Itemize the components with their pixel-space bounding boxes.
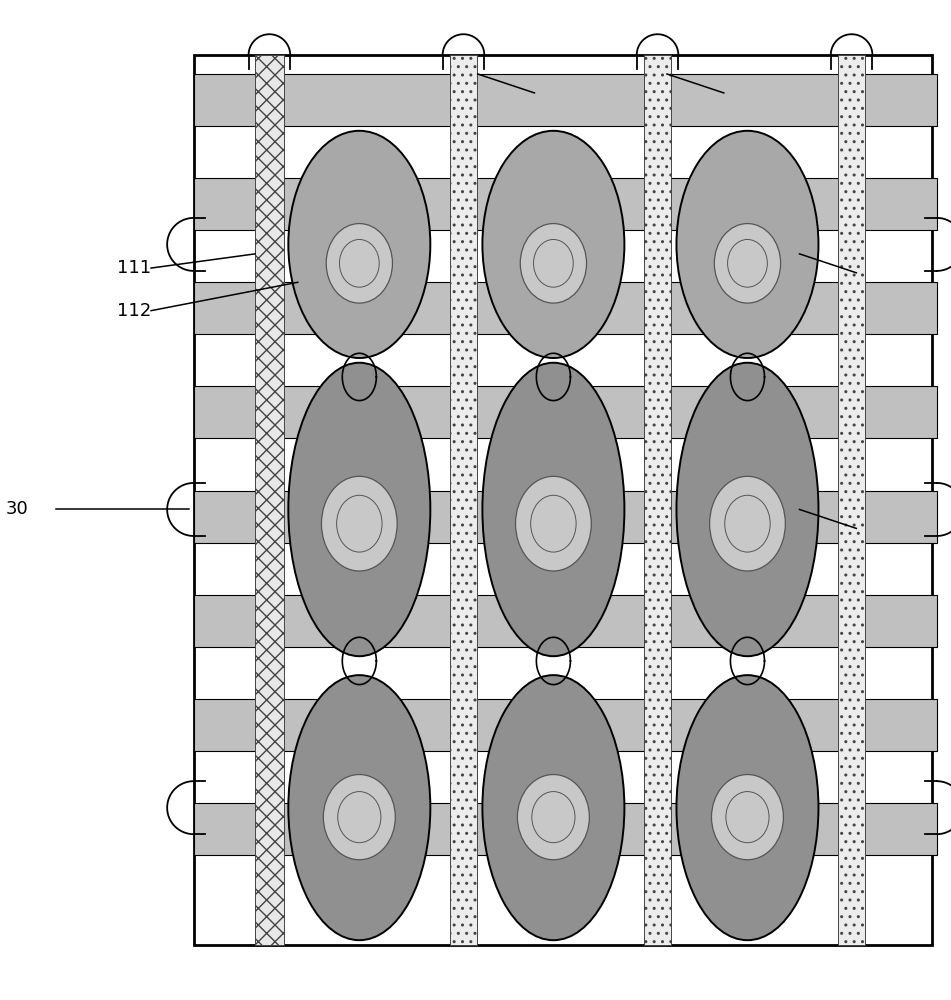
Ellipse shape <box>520 224 587 303</box>
Bar <box>194 595 937 647</box>
Ellipse shape <box>323 775 396 860</box>
Bar <box>194 55 932 945</box>
Ellipse shape <box>288 131 431 358</box>
Ellipse shape <box>517 775 590 860</box>
Ellipse shape <box>326 224 393 303</box>
Bar <box>194 282 937 334</box>
Ellipse shape <box>714 224 781 303</box>
Ellipse shape <box>321 476 398 571</box>
Ellipse shape <box>676 363 819 656</box>
Ellipse shape <box>515 476 592 571</box>
Ellipse shape <box>676 131 819 358</box>
Bar <box>194 74 937 126</box>
Ellipse shape <box>676 675 819 940</box>
Bar <box>194 803 937 855</box>
Ellipse shape <box>288 363 431 656</box>
Ellipse shape <box>288 675 431 940</box>
Bar <box>450 55 476 945</box>
Bar <box>194 178 937 230</box>
Bar <box>255 55 283 945</box>
Text: 112: 112 <box>117 302 151 320</box>
Ellipse shape <box>711 775 784 860</box>
Ellipse shape <box>482 675 625 940</box>
Bar <box>194 699 937 751</box>
Text: 111: 111 <box>117 259 151 277</box>
Bar <box>194 386 937 438</box>
Ellipse shape <box>482 363 625 656</box>
Text: 30: 30 <box>6 500 28 518</box>
Bar <box>644 55 670 945</box>
Bar <box>839 55 864 945</box>
Ellipse shape <box>709 476 786 571</box>
Ellipse shape <box>482 131 625 358</box>
Bar <box>194 491 937 543</box>
